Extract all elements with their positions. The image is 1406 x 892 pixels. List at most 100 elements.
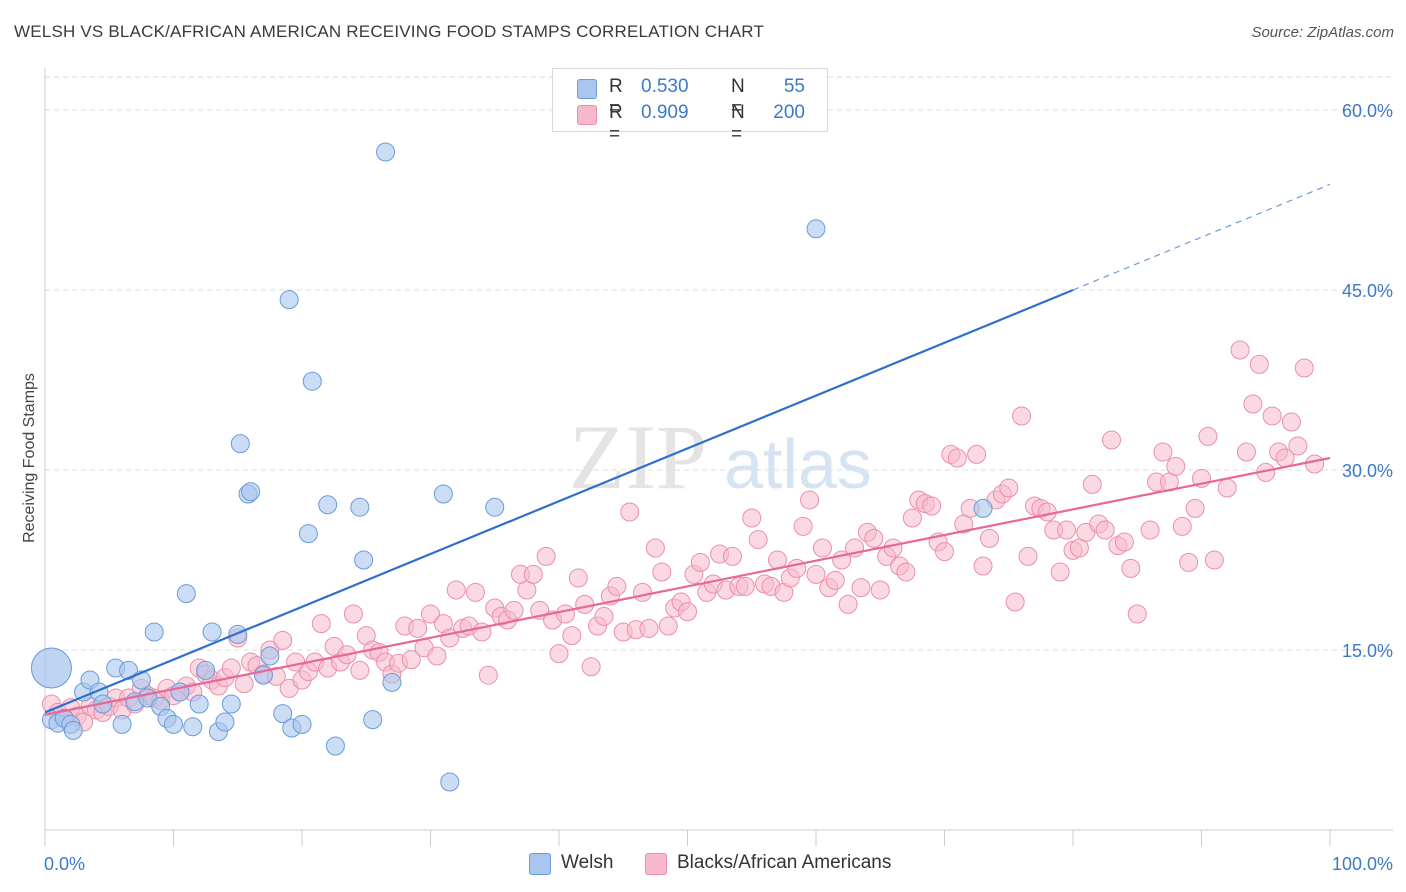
black-point: [690, 552, 710, 572]
black-point: [343, 604, 363, 624]
black-point: [851, 578, 871, 598]
welsh-point: [228, 624, 248, 644]
black-point: [311, 614, 331, 634]
black-point: [1037, 502, 1057, 522]
welsh-point: [202, 622, 222, 642]
black-point: [947, 448, 967, 468]
black-point: [812, 538, 832, 558]
black-n-label: N =: [731, 102, 745, 145]
black-point: [1305, 454, 1325, 474]
welsh-point: [376, 142, 396, 162]
bottom-black-swatch: [645, 853, 667, 875]
black-swatch: [577, 105, 597, 125]
black-point: [478, 665, 498, 685]
black-point: [1172, 516, 1192, 536]
black-point: [465, 582, 485, 602]
chart-title: WELSH VS BLACK/AFRICAN AMERICAN RECEIVIN…: [14, 22, 765, 41]
black-point: [408, 618, 428, 638]
black-point: [273, 630, 293, 650]
black-point: [1236, 442, 1256, 462]
black-point: [1057, 520, 1077, 540]
welsh-r-value: 0.530: [641, 76, 689, 97]
black-point: [973, 556, 993, 576]
black-point: [678, 602, 697, 622]
black-point: [568, 568, 588, 588]
welsh-point: [215, 712, 235, 732]
black-point: [735, 576, 755, 596]
black-point: [1288, 436, 1308, 456]
welsh-point: [325, 736, 345, 756]
bottom-welsh-label: Welsh: [561, 852, 614, 873]
black-point: [555, 604, 575, 624]
welsh-point: [196, 660, 216, 680]
black-point: [748, 530, 768, 550]
x-tick-label-max: 100.0%: [1332, 854, 1393, 874]
black-point: [1243, 394, 1263, 414]
welsh-point: [292, 714, 312, 734]
welsh-r-label: R =: [609, 76, 623, 119]
welsh-point: [63, 720, 83, 740]
black-point: [722, 546, 742, 566]
black-point: [1102, 430, 1122, 450]
welsh-point: [221, 694, 241, 714]
welsh-trend-line: [44, 288, 1074, 714]
black-point: [1140, 520, 1160, 540]
black-point: [1204, 550, 1224, 570]
black-point: [652, 562, 672, 582]
welsh-point: [806, 219, 826, 239]
trend-lines: [44, 183, 1331, 716]
welsh-point: [260, 646, 280, 666]
black-point: [793, 516, 813, 536]
welsh-point: [363, 710, 383, 730]
black-point: [742, 508, 762, 528]
black-point: [633, 582, 653, 602]
watermark: ZIP atlas: [569, 406, 872, 508]
welsh-swatch: [577, 79, 597, 99]
watermark-atlas: atlas: [724, 425, 872, 503]
welsh-point: [382, 672, 402, 692]
black-point: [806, 564, 826, 584]
welsh-point: [164, 714, 183, 734]
black-point: [1217, 478, 1237, 498]
black-point: [922, 496, 942, 516]
black-point: [967, 444, 987, 464]
black-point: [1114, 532, 1134, 552]
welsh-point: [354, 550, 374, 570]
black-point: [504, 600, 524, 620]
black-point: [549, 644, 569, 664]
welsh-n-value: 55: [783, 76, 805, 97]
series-black-points: [41, 340, 1325, 732]
correlation-legend: R = 0.530 N = 55 R = 0.909 N = 200: [552, 68, 828, 145]
black-point: [645, 538, 665, 558]
black-point: [787, 558, 807, 578]
welsh-point: [273, 704, 293, 724]
black-n-value: 200: [773, 102, 805, 123]
black-r-value: 0.909: [641, 102, 689, 123]
welsh-point: [30, 647, 72, 689]
watermark-zip: ZIP: [569, 406, 707, 508]
black-point: [1012, 406, 1032, 426]
black-point: [1281, 412, 1301, 432]
black-point: [825, 570, 845, 590]
black-point: [999, 478, 1019, 498]
black-point: [1166, 456, 1186, 476]
source-label: Source: ZipAtlas.com: [1251, 24, 1394, 41]
welsh-point: [440, 772, 460, 792]
welsh-point: [230, 434, 250, 454]
welsh-point: [433, 484, 453, 504]
y-tick-label: 60.0%: [1342, 101, 1393, 121]
welsh-n-label: N =: [731, 76, 745, 119]
welsh-point: [183, 717, 203, 737]
welsh-point: [302, 371, 322, 391]
black-point: [427, 646, 447, 666]
welsh-point: [241, 482, 261, 502]
black-point: [639, 618, 659, 638]
black-point: [1262, 406, 1282, 426]
black-point: [902, 508, 922, 528]
black-point: [896, 562, 916, 582]
welsh-trend-extension: [1072, 183, 1331, 291]
black-point: [1121, 558, 1141, 578]
welsh-point: [485, 497, 505, 517]
axes: [44, 68, 1393, 846]
black-point: [421, 604, 440, 624]
